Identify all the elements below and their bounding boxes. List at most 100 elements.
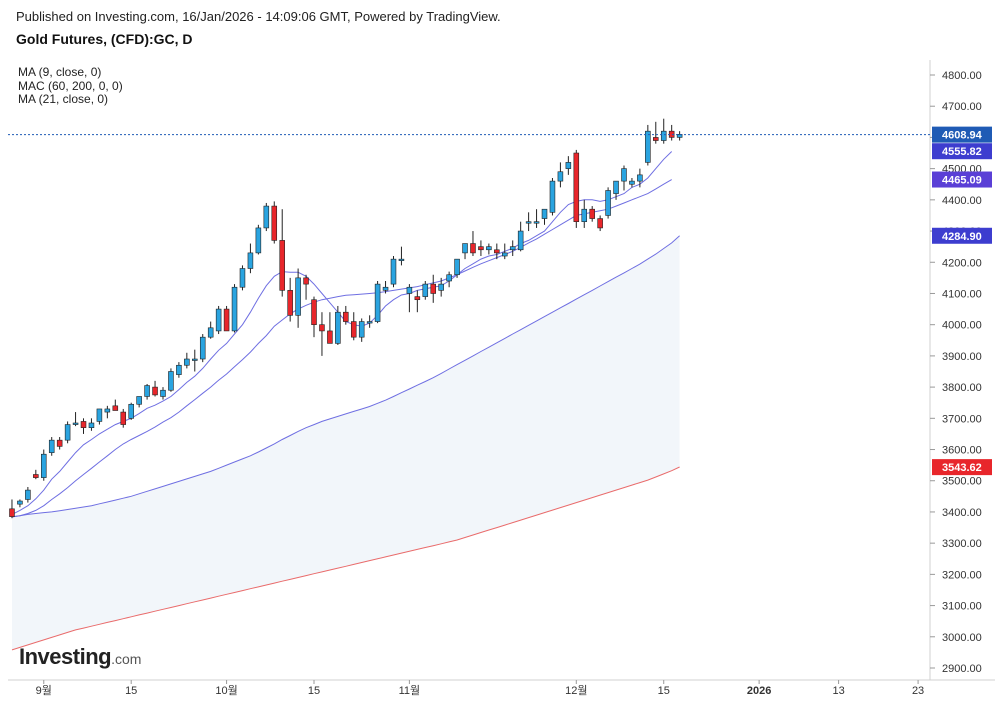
candle <box>327 312 333 344</box>
candle-body <box>581 208 588 222</box>
candle <box>295 268 301 328</box>
candle <box>549 177 556 216</box>
candle <box>72 412 79 427</box>
candle-body <box>430 283 436 294</box>
candle-body <box>486 246 492 251</box>
candle-body <box>17 500 23 505</box>
candle-body <box>279 240 285 291</box>
y-tick-label: 2900.00 <box>942 663 982 675</box>
candle-body <box>215 308 222 332</box>
candle-body <box>645 130 651 163</box>
candle-body <box>80 421 87 428</box>
candle-body <box>128 403 134 419</box>
candle <box>192 349 198 372</box>
candle-body <box>533 221 540 224</box>
candle-body <box>9 508 15 517</box>
candle <box>438 277 444 297</box>
candle <box>263 202 270 232</box>
candle <box>112 399 119 411</box>
chart-title: Gold Futures, (CFD):GC, D <box>16 31 193 47</box>
candle-body <box>366 321 373 324</box>
time-axis[interactable]: 9월 15 10월 15 11월 12월 15 2026 13 23 <box>36 680 925 697</box>
y-tick-label: 4200.00 <box>942 257 982 269</box>
candle <box>199 334 206 363</box>
candle-body <box>637 174 643 182</box>
x-tick-label: 10월 <box>215 684 237 697</box>
candle-body <box>390 258 397 285</box>
candles <box>9 118 683 519</box>
candle-body <box>446 274 452 282</box>
candle-body <box>454 258 460 276</box>
candle-body <box>438 283 444 291</box>
candle-body <box>33 474 39 478</box>
y-tick-label: 3400.00 <box>942 507 982 519</box>
indicator-legend: MA (9, close, 0) MAC (60, 200, 0, 0) MA … <box>18 65 123 107</box>
price-badge: 4555.82 <box>932 143 992 160</box>
candle <box>502 243 508 260</box>
candle-body <box>494 249 500 254</box>
price-badge-label: 4555.82 <box>942 146 982 158</box>
candle <box>223 305 230 332</box>
y-tick-label: 3300.00 <box>942 538 982 550</box>
x-tick-label: 23 <box>912 685 924 697</box>
candle-body <box>597 218 603 229</box>
candle-body <box>462 243 468 254</box>
candle-body <box>199 336 206 360</box>
legend-item-mac[interactable]: MAC (60, 200, 0, 0) <box>18 78 123 93</box>
y-tick-label: 3900.00 <box>942 351 982 363</box>
price-badge: 4284.90 <box>932 227 992 244</box>
candle <box>645 124 651 166</box>
candle-body <box>343 311 349 322</box>
price-axis[interactable]: 2900.00 3000.00 3100.00 3200.00 3300.00 3400.… <box>930 70 982 675</box>
candle <box>152 380 158 397</box>
candle <box>96 408 103 425</box>
candle-body <box>358 321 365 338</box>
candle-body <box>184 358 190 366</box>
legend-item-ma21[interactable]: MA (21, close, 0) <box>18 92 109 106</box>
candle <box>478 240 484 257</box>
x-tick-label: 9월 <box>36 684 52 697</box>
candle-body <box>573 152 580 222</box>
candle-body <box>382 286 389 291</box>
candle <box>470 231 476 257</box>
candle-body <box>653 137 659 141</box>
candle-body <box>136 396 142 405</box>
candle-body <box>271 205 278 241</box>
candle-body <box>176 364 182 375</box>
y-tick-label: 3600.00 <box>942 445 982 457</box>
price-badge: 4608.94 <box>932 126 992 143</box>
candle <box>33 469 39 480</box>
candle <box>343 305 349 325</box>
y-tick-label: 3000.00 <box>942 632 982 644</box>
candle-body <box>56 439 63 447</box>
candle-body <box>478 246 484 251</box>
candle-body <box>41 453 47 478</box>
candle <box>398 246 405 266</box>
candle-body <box>295 277 301 316</box>
legend-item-ma9[interactable]: MA (9, close, 0) <box>18 65 102 79</box>
candle <box>358 318 365 342</box>
price-badge-bg <box>932 227 992 244</box>
price-badge-bg <box>932 143 992 160</box>
candle <box>517 221 524 252</box>
candle <box>319 312 325 356</box>
candle <box>168 368 174 392</box>
candle <box>9 499 15 519</box>
candle <box>621 165 627 191</box>
candle-body <box>517 230 524 251</box>
candle-body <box>144 385 150 397</box>
candle <box>406 284 413 313</box>
candle-body <box>319 324 325 332</box>
candle-body <box>406 286 413 294</box>
y-tick-label: 3700.00 <box>942 413 982 425</box>
candle <box>660 118 667 144</box>
candle <box>422 280 429 300</box>
candle-body <box>263 205 270 229</box>
candle-body <box>25 489 31 500</box>
price-badges: 4608.94 4555.82 4465.09 4284.90 3543.62 <box>932 126 992 476</box>
y-tick-label: 4100.00 <box>942 288 982 300</box>
candle <box>136 396 142 408</box>
candle-body <box>374 283 381 322</box>
candle <box>589 206 595 222</box>
